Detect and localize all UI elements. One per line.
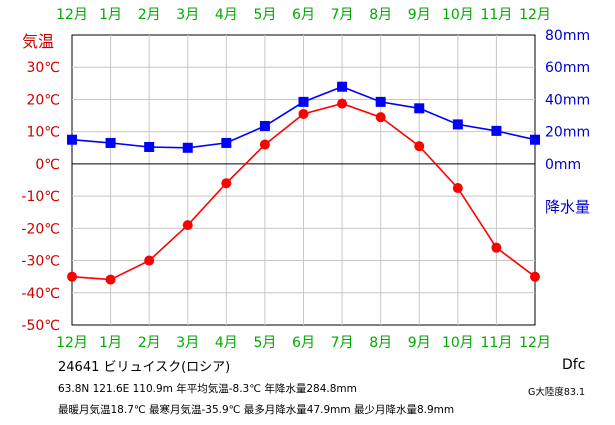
month-label-bottom: 10月 — [442, 335, 474, 351]
temperature-tick-label: 20℃ — [26, 92, 60, 108]
month-label-top: 6月 — [292, 7, 315, 23]
temperature-ticks: 30℃ 20℃ 10℃ 0℃ -10℃ -20℃ -30℃ -40℃ -50℃ — [21, 60, 60, 334]
temperature-tick-label: 30℃ — [26, 60, 60, 76]
precipitation-point — [452, 119, 463, 130]
month-label-top: 9月 — [408, 7, 431, 23]
temperature-tick-label: -20℃ — [21, 221, 60, 237]
precipitation-point — [375, 96, 386, 107]
month-label-bottom: 12月 — [519, 335, 551, 351]
temperature-point — [414, 141, 425, 152]
precipitation-point — [530, 134, 540, 145]
station-name: 24641 ビリュイスク(ロシア) — [58, 360, 231, 375]
precipitation-point — [182, 142, 193, 153]
precipitation-point — [337, 81, 348, 92]
temperature-point — [298, 108, 309, 119]
temperature-point — [259, 139, 270, 150]
month-label-top: 12月 — [56, 7, 88, 23]
precipitation-point — [221, 137, 232, 148]
month-labels-bottom: 12月 1月 2月 3月 4月 5月 6月 7月 8月 9月 10月 11月 12月 — [56, 335, 551, 351]
precipitation-tick-label: 20mm — [545, 125, 590, 141]
month-label-bottom: 11月 — [481, 335, 513, 351]
precipitation-point — [144, 141, 155, 152]
month-label-top: 2月 — [138, 7, 161, 23]
month-label-top: 4月 — [215, 7, 238, 23]
month-label-bottom: 9月 — [408, 335, 431, 351]
temperature-point — [337, 98, 348, 109]
month-label-top: 5月 — [253, 7, 276, 23]
month-label-bottom: 4月 — [215, 335, 238, 351]
month-labels-top: 12月 1月 2月 3月 4月 5月 6月 7月 8月 9月 10月 11月 12月 — [56, 7, 551, 23]
temperature-tick-label: -30℃ — [21, 254, 60, 270]
temperature-point — [105, 274, 116, 285]
temperature-point — [144, 255, 155, 266]
precipitation-tick-label: 40mm — [545, 92, 590, 108]
precipitation-tick-label: 80mm — [545, 28, 590, 44]
temperature-tick-label: -40℃ — [21, 286, 60, 302]
precipitation-ticks: 80mm 60mm 40mm 20mm 0mm — [545, 28, 590, 173]
precipitation-point — [105, 137, 116, 148]
precipitation-tick-label: 60mm — [545, 60, 590, 76]
month-label-bottom: 7月 — [331, 335, 354, 351]
station-stats-line-1: 63.8N 121.6E 110.9m 年平均気温-8.3℃ 年降水量284.8… — [58, 383, 357, 395]
series-layer — [67, 81, 540, 285]
month-label-bottom: 1月 — [99, 335, 122, 351]
month-label-bottom: 12月 — [56, 335, 88, 351]
month-label-top: 1月 — [99, 7, 122, 23]
precipitation-point — [298, 96, 309, 107]
koppen-code: Dfc — [562, 357, 586, 373]
precipitation-point — [259, 121, 270, 132]
month-label-top: 11月 — [481, 7, 513, 23]
continentality-index: G大陸度83.1 — [528, 387, 586, 398]
temperature-point — [491, 242, 502, 253]
month-label-top: 7月 — [331, 7, 354, 23]
temperature-tick-label: 0℃ — [35, 157, 60, 173]
precipitation-point — [414, 103, 425, 114]
month-label-bottom: 3月 — [176, 335, 199, 351]
month-label-bottom: 2月 — [138, 335, 161, 351]
precipitation-axis-title: 降水量 — [545, 198, 590, 216]
month-label-top: 8月 — [369, 7, 392, 23]
temperature-point — [221, 178, 232, 189]
temperature-axis-title: 気温 — [22, 32, 54, 51]
temperature-tick-label: -50℃ — [21, 318, 60, 334]
month-label-bottom: 5月 — [253, 335, 276, 351]
temperature-point — [67, 271, 77, 282]
temperature-point — [375, 112, 386, 123]
temperature-point — [452, 183, 463, 194]
month-label-top: 3月 — [176, 7, 199, 23]
temperature-tick-label: -10℃ — [21, 189, 60, 205]
precipitation-point — [491, 125, 502, 136]
precipitation-tick-label: 0mm — [545, 157, 581, 173]
month-label-top: 12月 — [519, 7, 551, 23]
station-stats-line-2: 最暖月気温18.7℃ 最寒月気温-35.9℃ 最多月降水量47.9mm 最少月降… — [58, 404, 455, 416]
month-label-bottom: 8月 — [369, 335, 392, 351]
temperature-point — [182, 220, 193, 231]
temperature-tick-label: 10℃ — [26, 125, 60, 141]
month-label-bottom: 6月 — [292, 335, 315, 351]
month-label-top: 10月 — [442, 7, 474, 23]
temperature-point — [530, 271, 540, 282]
precipitation-point — [67, 134, 77, 145]
